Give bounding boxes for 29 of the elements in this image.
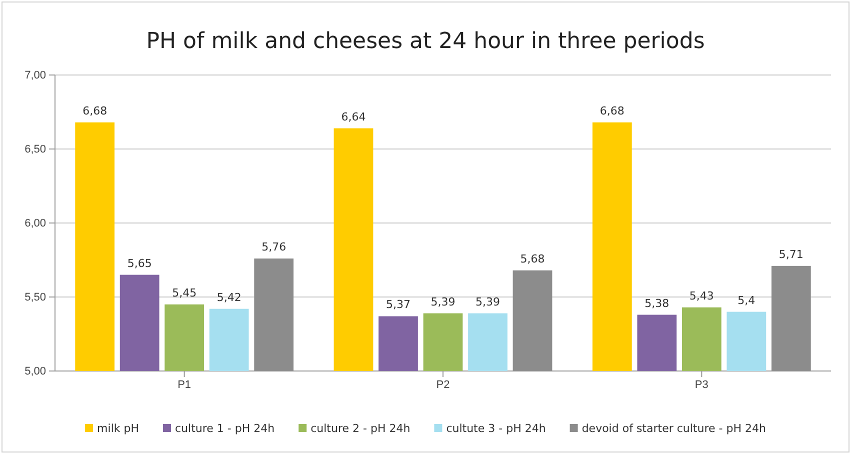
x-tick-label: P3: [694, 378, 708, 391]
legend-label: cultute 3 - pH 24h: [446, 422, 546, 435]
legend-label: culture 2 - pH 24h: [310, 422, 410, 435]
data-label: 5,71: [778, 248, 804, 261]
data-label: 6,64: [341, 110, 366, 124]
data-label: 5,37: [386, 298, 410, 312]
data-label: 6,68: [600, 104, 624, 118]
data-label: 5,42: [216, 290, 242, 304]
data-label: 5,4: [738, 294, 756, 307]
legend-label: culture 1 - pH 24h: [175, 422, 275, 435]
x-tick-label: P2: [436, 378, 450, 391]
data-label: 5,39: [430, 295, 456, 308]
legend-label: milk pH: [97, 422, 140, 435]
data-label: 5,76: [262, 240, 286, 254]
data-label: 5,45: [172, 286, 197, 300]
chart-title: PH of milk and cheeses at 24 hour in three periods: [146, 29, 705, 54]
data-label: 5,38: [644, 296, 670, 310]
x-tick-label: P1: [178, 378, 192, 391]
data-label: 5,43: [689, 289, 714, 302]
y-tick-label: 7,00: [24, 70, 46, 82]
data-label: 6,68: [82, 104, 108, 118]
y-tick-label: 6,50: [24, 144, 46, 156]
y-tick-label: 6,00: [24, 218, 46, 230]
data-label: 5,65: [127, 256, 152, 270]
y-tick-label: 5,50: [24, 292, 46, 304]
y-tick-label: 5,00: [24, 366, 46, 378]
data-label: 5,68: [520, 252, 545, 266]
legend-label: devoid of starter culture - pH 24h: [582, 422, 766, 435]
data-label: 5,39: [476, 295, 500, 308]
